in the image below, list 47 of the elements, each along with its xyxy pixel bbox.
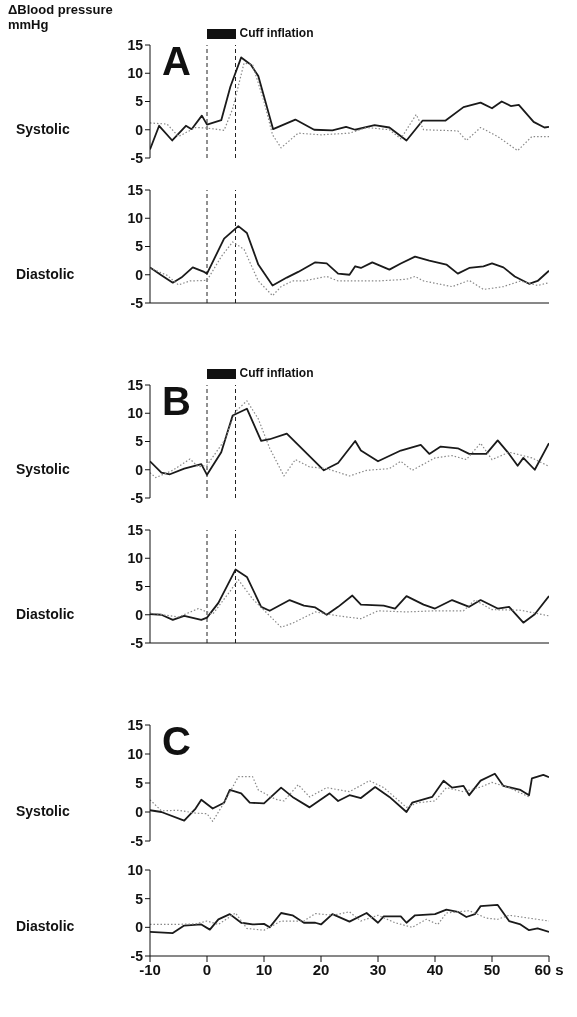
y-tick-label: 5 xyxy=(135,890,144,907)
y-tick-label: -5 xyxy=(130,634,144,651)
x-tick-label: 40 xyxy=(426,960,444,978)
y-tick-label: 0 xyxy=(135,121,144,138)
y-tick-label: 10 xyxy=(127,745,144,762)
y-tick-label: 15 xyxy=(127,376,144,393)
y-tick-label: -5 xyxy=(130,489,144,506)
y-axis-title: Systolic xyxy=(16,120,70,137)
y-axis-title: Systolic xyxy=(16,803,70,819)
y-tick-label: 15 xyxy=(127,36,144,53)
y-tick-label: 5 xyxy=(135,433,144,450)
y-tick-label: 10 xyxy=(127,550,144,567)
y-tick-label: 10 xyxy=(127,210,144,227)
y-tick-label: -5 xyxy=(130,149,144,166)
x-tick-label: 60 s xyxy=(534,960,564,978)
y-axis-title: Diastolic xyxy=(16,265,75,282)
y-axis-title: Diastolic xyxy=(16,918,75,935)
text: Cuff inflation xyxy=(239,366,314,380)
chart-title: B xyxy=(162,379,191,423)
x-tick-label: 20 xyxy=(312,960,330,978)
y-tick-label: 10 xyxy=(127,861,144,878)
x-tick-label: 10 xyxy=(255,960,273,978)
y-tick-label: 0 xyxy=(135,803,144,820)
y-tick-label: -5 xyxy=(130,832,144,849)
chart-title: A xyxy=(162,39,191,83)
y-tick-label: 0 xyxy=(135,461,144,478)
y-tick-label: 5 xyxy=(135,93,144,110)
y-tick-label: 5 xyxy=(135,774,144,791)
y-tick-label: 10 xyxy=(127,405,144,422)
x-tick-label: 0 xyxy=(202,960,212,978)
y-tick-label: 15 xyxy=(127,181,144,198)
text: Cuff inflation xyxy=(239,26,314,40)
y-tick-label: 5 xyxy=(135,578,144,595)
y-tick-label: 0 xyxy=(135,919,144,936)
x-tick-label: 50 xyxy=(483,960,501,978)
text: ΔBlood pressure mmHg xyxy=(8,2,114,32)
y-tick-label: 0 xyxy=(135,606,144,623)
y-tick-label: 5 xyxy=(135,238,144,255)
chart-title: C xyxy=(162,719,191,763)
y-tick-label: 0 xyxy=(135,266,144,283)
y-tick-label: 10 xyxy=(127,65,144,82)
y-tick-label: 15 xyxy=(127,716,144,733)
y-tick-label: -5 xyxy=(130,294,144,311)
y-axis-title: Diastolic xyxy=(16,605,75,622)
y-axis-title: Systolic xyxy=(16,460,70,477)
x-tick-label: 30 xyxy=(369,960,387,978)
y-tick-label: 15 xyxy=(127,521,144,538)
